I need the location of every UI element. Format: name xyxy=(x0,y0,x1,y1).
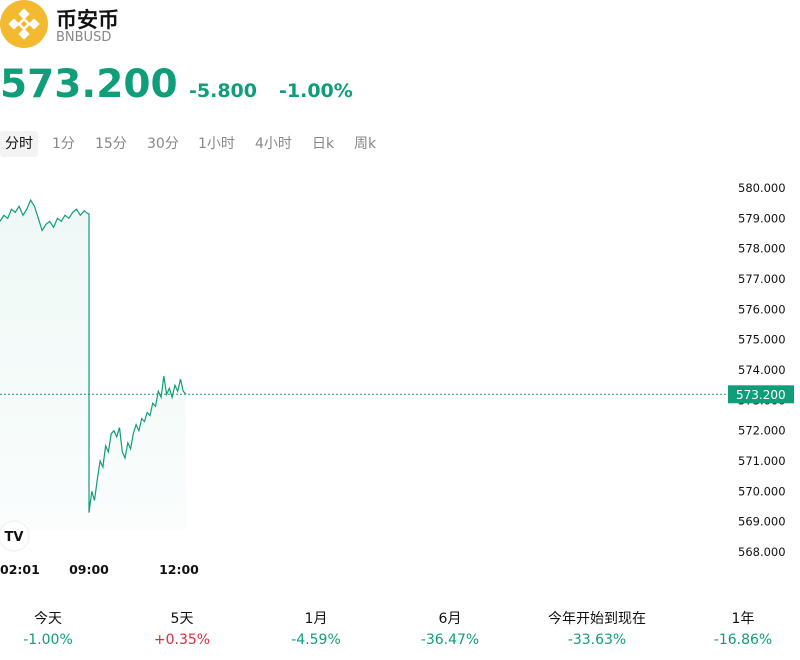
price-row: 573.200 -5.800 -1.00% xyxy=(0,62,700,112)
y-tick-label: 568.000 xyxy=(738,545,786,559)
x-tick-label: 12:00 xyxy=(159,562,199,577)
perf-label: 今天 xyxy=(34,611,62,627)
price-area-fill xyxy=(0,200,186,530)
x-tick-label: 09:00 xyxy=(69,562,109,577)
perf-item-5d[interactable]: 5天 +0.35% xyxy=(117,608,247,650)
perf-value: -1.00% xyxy=(23,632,73,648)
price-line xyxy=(0,198,187,513)
coin-header: 币安币 BNBUSD xyxy=(0,0,400,50)
perf-label: 今年开始到现在 xyxy=(548,611,646,627)
tab-intraday[interactable]: 分时 xyxy=(0,131,38,157)
perf-item-ytd[interactable]: 今年开始到现在 -33.63% xyxy=(532,608,662,650)
y-tick-label: 575.000 xyxy=(738,333,786,347)
perf-label: 6月 xyxy=(438,611,462,627)
coin-name: 币安币 xyxy=(56,8,119,32)
last-price-label: 573.200 xyxy=(736,388,786,402)
y-tick-label: 571.000 xyxy=(738,454,786,468)
y-tick-label: 579.000 xyxy=(738,211,786,225)
price-change-percent: -1.00% xyxy=(279,80,353,102)
perf-item-1y[interactable]: 1年 -16.86% xyxy=(678,608,800,650)
perf-label: 5天 xyxy=(170,611,194,627)
x-tick-label: 02:01 xyxy=(0,562,40,577)
binance-logo-icon xyxy=(0,0,48,48)
perf-item-1m[interactable]: 1月 -4.59% xyxy=(251,608,381,650)
y-tick-label: 580.000 xyxy=(738,181,786,195)
tab-daily[interactable]: 日k xyxy=(312,136,335,152)
perf-item-today[interactable]: 今天 -1.00% xyxy=(0,608,113,650)
performance-summary: 今天 -1.00% 5天 +0.35% 1月 -4.59% 6月 -36.47%… xyxy=(0,608,800,654)
y-tick-label: 576.000 xyxy=(738,302,786,316)
perf-value: -16.86% xyxy=(713,632,773,648)
y-tick-label: 574.000 xyxy=(738,363,786,377)
perf-value: +0.35% xyxy=(153,632,211,648)
tab-1hour[interactable]: 1小时 xyxy=(198,136,235,152)
tab-15min[interactable]: 15分 xyxy=(95,136,127,152)
tab-4hour[interactable]: 4小时 xyxy=(255,136,292,152)
price-chart-svg[interactable]: 580.000 579.000 578.000 577.000 576.000 575.0… xyxy=(0,170,800,580)
tab-weekly[interactable]: 周k xyxy=(354,136,377,152)
perf-value: -36.47% xyxy=(420,632,480,648)
current-price: 573.200 xyxy=(0,62,178,107)
perf-label: 1年 xyxy=(731,611,755,627)
y-tick-label: 578.000 xyxy=(738,242,786,256)
watermark-text: TV xyxy=(5,530,24,545)
perf-label: 1月 xyxy=(304,611,328,627)
price-change: -5.800 xyxy=(189,80,257,102)
y-tick-label: 570.000 xyxy=(738,484,786,498)
y-tick-label: 569.000 xyxy=(738,515,786,529)
price-chart[interactable]: 580.000 579.000 578.000 577.000 576.000 575.0… xyxy=(0,170,800,580)
coin-symbol: BNBUSD xyxy=(56,30,112,45)
tab-30min[interactable]: 30分 xyxy=(147,136,179,152)
y-tick-label: 577.000 xyxy=(738,272,786,286)
perf-item-6m[interactable]: 6月 -36.47% xyxy=(385,608,515,650)
tradingview-watermark: TV xyxy=(0,520,30,552)
perf-value: -4.59% xyxy=(291,632,341,648)
tab-1min[interactable]: 1分 xyxy=(52,136,75,152)
perf-value: -33.63% xyxy=(567,632,627,648)
y-tick-label: 572.000 xyxy=(738,424,786,438)
last-price-badge: 573.200 xyxy=(728,385,794,404)
timeframe-tabs: 分时 1分 15分 30分 1小时 4小时 日k 周k xyxy=(0,131,500,157)
